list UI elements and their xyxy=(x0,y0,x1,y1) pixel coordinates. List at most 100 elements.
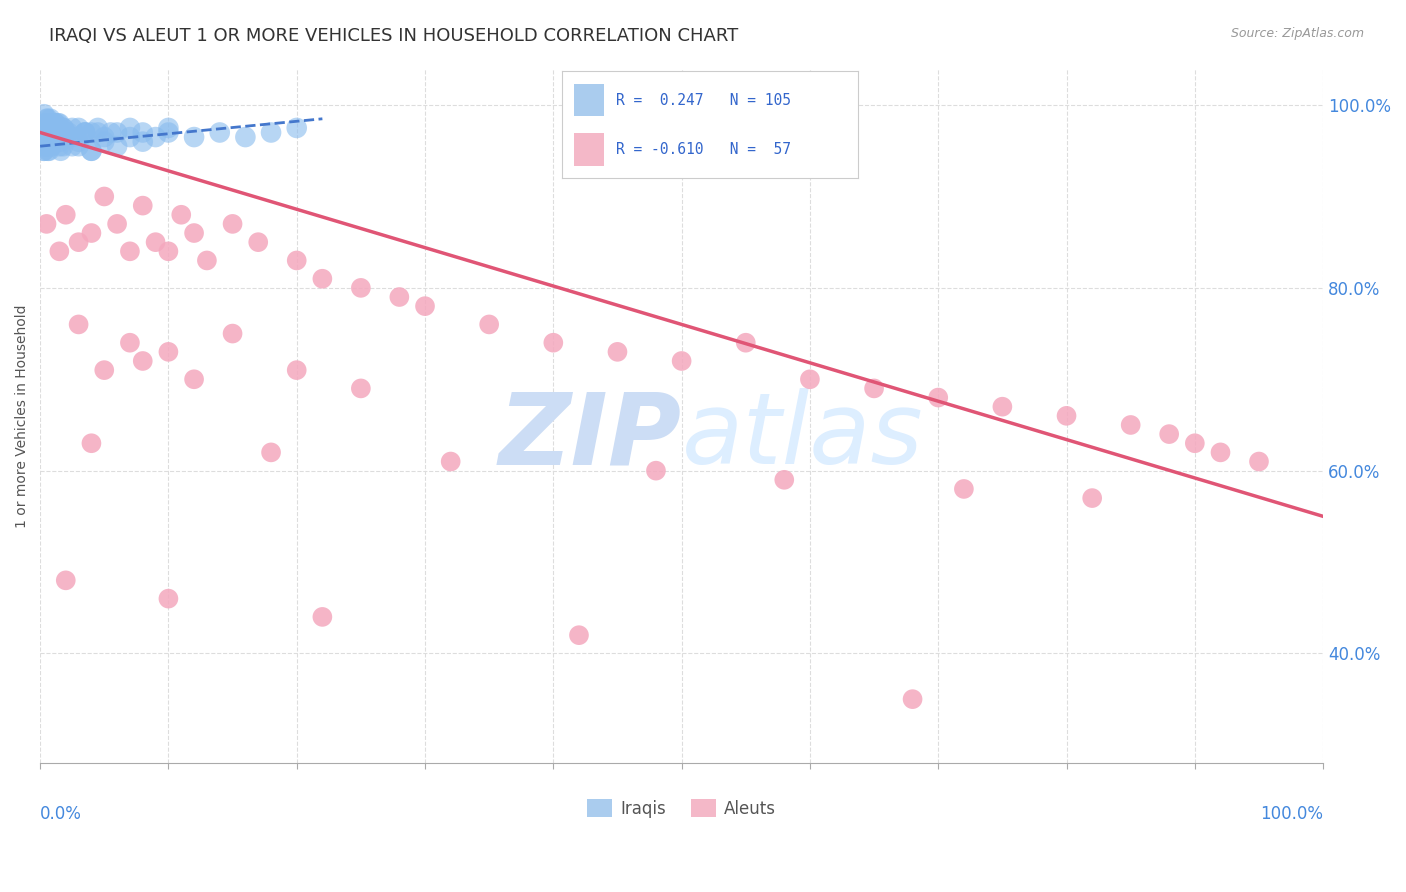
Point xyxy=(34,130,56,145)
Point xyxy=(31,126,53,140)
Point xyxy=(734,335,756,350)
Point xyxy=(37,135,59,149)
Point xyxy=(1247,454,1270,468)
Point xyxy=(285,253,308,268)
Point xyxy=(38,135,60,149)
Point xyxy=(568,628,591,642)
Point xyxy=(38,130,60,145)
Point xyxy=(118,130,141,145)
Point xyxy=(311,610,333,624)
Point xyxy=(606,344,628,359)
Point xyxy=(60,130,83,145)
Point xyxy=(260,445,283,459)
Point xyxy=(35,116,58,130)
Point xyxy=(157,591,180,606)
Text: atlas: atlas xyxy=(682,388,924,485)
Point xyxy=(73,126,96,140)
Point xyxy=(221,217,243,231)
Point xyxy=(170,208,193,222)
Point xyxy=(34,139,56,153)
Text: R = -0.610   N =  57: R = -0.610 N = 57 xyxy=(616,142,790,157)
Point xyxy=(87,126,110,140)
Point xyxy=(953,482,976,496)
FancyBboxPatch shape xyxy=(574,134,603,166)
Point xyxy=(1081,491,1104,505)
Point xyxy=(39,126,62,140)
Point xyxy=(132,135,155,149)
Point xyxy=(48,130,70,145)
Point xyxy=(260,126,283,140)
Point xyxy=(208,126,231,140)
Text: IRAQI VS ALEUT 1 OR MORE VEHICLES IN HOUSEHOLD CORRELATION CHART: IRAQI VS ALEUT 1 OR MORE VEHICLES IN HOU… xyxy=(49,27,738,45)
Point xyxy=(93,130,115,145)
Point xyxy=(37,130,59,145)
Point xyxy=(44,116,66,130)
Point xyxy=(37,139,59,153)
Point xyxy=(157,126,180,140)
Point xyxy=(80,436,103,450)
Point xyxy=(73,126,96,140)
Point xyxy=(145,130,167,145)
Point xyxy=(42,126,65,140)
Point xyxy=(48,139,70,153)
Point xyxy=(105,126,128,140)
Point xyxy=(863,381,886,395)
Point xyxy=(32,144,55,158)
Point xyxy=(285,363,308,377)
Point xyxy=(49,135,72,149)
Point xyxy=(183,372,205,386)
Point xyxy=(41,135,63,149)
Point xyxy=(67,135,90,149)
Point xyxy=(32,144,55,158)
Point xyxy=(311,271,333,285)
Point xyxy=(35,135,58,149)
Point xyxy=(118,120,141,135)
Point xyxy=(132,126,155,140)
Point xyxy=(41,116,63,130)
Point xyxy=(39,120,62,135)
Legend: Iraqis, Aleuts: Iraqis, Aleuts xyxy=(581,793,783,824)
Point xyxy=(35,217,58,231)
Point xyxy=(32,126,55,140)
Point xyxy=(1159,427,1181,442)
Point xyxy=(34,139,56,153)
Point xyxy=(42,130,65,145)
Point xyxy=(67,235,90,249)
Point xyxy=(80,144,103,158)
Point xyxy=(73,126,96,140)
Point xyxy=(34,126,56,140)
Point xyxy=(100,126,122,140)
Point xyxy=(93,363,115,377)
Text: R =  0.247   N = 105: R = 0.247 N = 105 xyxy=(616,93,790,108)
Point xyxy=(132,199,155,213)
Point xyxy=(645,464,668,478)
Point xyxy=(478,318,501,332)
Point xyxy=(34,120,56,135)
Point xyxy=(41,120,63,135)
Point xyxy=(32,116,55,130)
Point xyxy=(440,454,463,468)
Point xyxy=(543,335,565,350)
FancyBboxPatch shape xyxy=(574,84,603,116)
Point xyxy=(35,130,58,145)
Point xyxy=(46,116,69,130)
Point xyxy=(32,135,55,149)
Point xyxy=(60,120,83,135)
Point xyxy=(1209,445,1232,459)
Point xyxy=(67,318,90,332)
Point xyxy=(118,335,141,350)
Point xyxy=(42,126,65,140)
Point xyxy=(87,120,110,135)
Point xyxy=(44,120,66,135)
Point xyxy=(42,135,65,149)
Point xyxy=(350,381,373,395)
Point xyxy=(37,120,59,135)
Point xyxy=(1119,417,1142,432)
Point xyxy=(37,144,59,158)
Point xyxy=(350,281,373,295)
Point xyxy=(52,120,75,135)
Point xyxy=(93,135,115,149)
Point xyxy=(55,208,77,222)
Point xyxy=(41,139,63,153)
Point xyxy=(67,120,90,135)
